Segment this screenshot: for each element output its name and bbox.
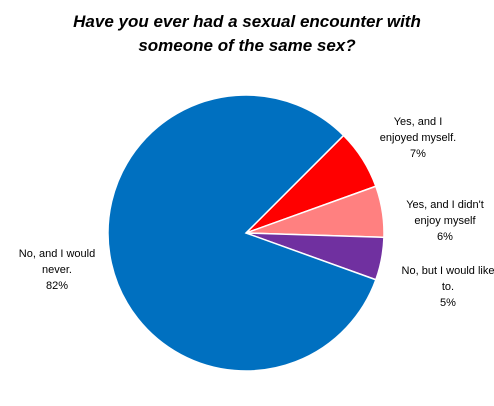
value-label: 7% xyxy=(410,148,426,160)
pie-slice xyxy=(107,94,377,372)
category-label: Yes, and I enjoyed myself. xyxy=(379,116,457,144)
data-label: Yes, and I didn't enjoy myself 6% xyxy=(396,197,494,245)
chart-title: Have you ever had a sexual encounter wit… xyxy=(73,12,421,55)
data-label: Yes, and I enjoyed myself. 7% xyxy=(373,114,463,162)
data-label: No, and I would never. 82% xyxy=(4,246,110,294)
data-label: No, but I would like to. 5% xyxy=(398,263,494,311)
category-label: Yes, and I didn't enjoy myself xyxy=(406,199,484,227)
category-label: No, but I would like to. xyxy=(401,265,494,293)
value-label: 82% xyxy=(45,280,69,292)
value-label: 6% xyxy=(437,231,453,243)
value-label: 5% xyxy=(440,297,456,309)
category-label: No, and I would never. xyxy=(18,248,96,276)
